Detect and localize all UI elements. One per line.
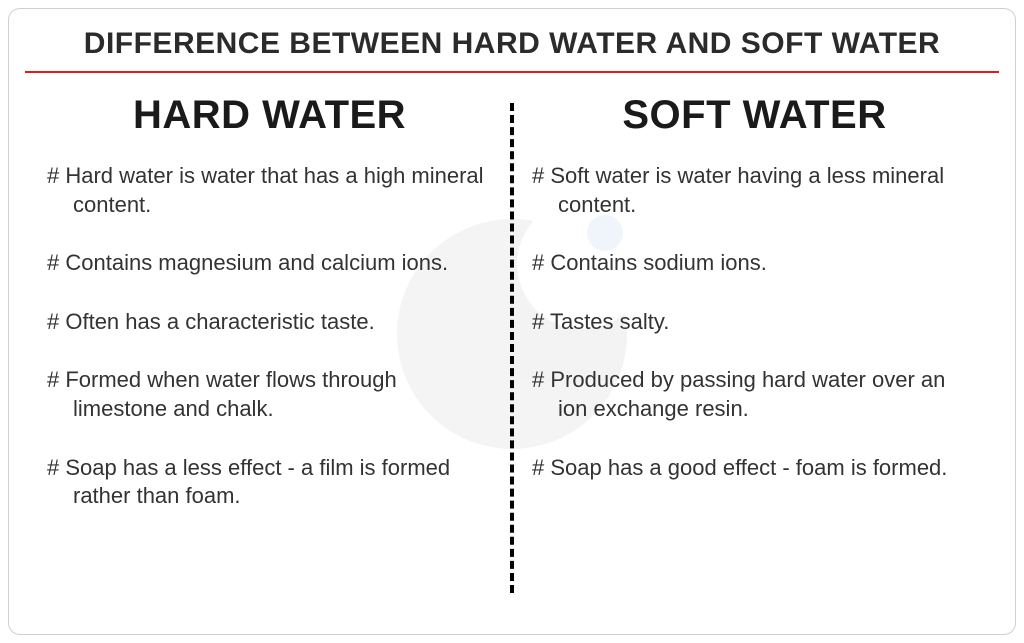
right-heading: SOFT WATER [532,93,977,138]
left-heading: HARD WATER [47,93,492,138]
vertical-separator [510,103,514,593]
list-item: Often has a characteristic taste. [47,308,492,337]
left-points-list: Hard water is water that has a high mine… [47,162,492,511]
list-item: Contains magnesium and calcium ions. [47,249,492,278]
list-item: Soap has a less effect - a film is forme… [47,454,492,511]
list-item: Produced by passing hard water over an i… [532,366,977,423]
list-item: Tastes salty. [532,308,977,337]
list-item: Soft water is water having a less minera… [532,162,977,219]
comparison-columns: HARD WATER Hard water is water that has … [37,93,987,600]
list-item: Formed when water flows through limeston… [47,366,492,423]
list-item: Soap has a good effect - foam is formed. [532,454,977,483]
title-underline [25,71,999,73]
page-title: DIFFERENCE BETWEEN HARD WATER AND SOFT W… [37,27,987,61]
list-item: Contains sodium ions. [532,249,977,278]
right-column: SOFT WATER Soft water is water having a … [522,93,987,600]
left-column: HARD WATER Hard water is water that has … [37,93,502,600]
comparison-card: DIFFERENCE BETWEEN HARD WATER AND SOFT W… [8,8,1016,635]
right-points-list: Soft water is water having a less minera… [532,162,977,482]
list-item: Hard water is water that has a high mine… [47,162,492,219]
